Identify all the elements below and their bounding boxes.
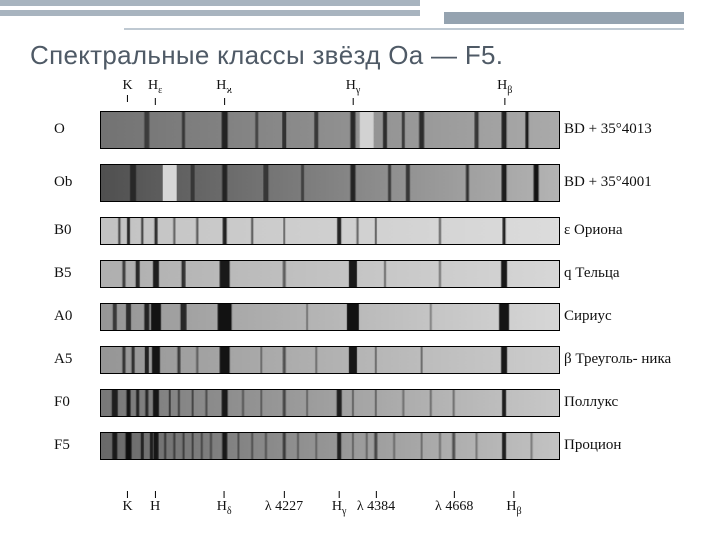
wavelength-tick-mark [224, 491, 225, 498]
star-name-label: q Тельца [564, 266, 676, 282]
wavelength-tick: K [123, 491, 133, 514]
deco-left-bars [0, 0, 420, 36]
spectral-class-label: B5 [54, 266, 106, 282]
spectral-class-label: F0 [54, 395, 106, 411]
slide-header-decoration [0, 0, 720, 36]
spectral-class-label: F5 [54, 438, 106, 454]
wavelength-tick: λ 4227 [265, 491, 303, 514]
wavelength-tick-label: Hδ [217, 500, 232, 517]
wavelength-tick-mark [339, 491, 340, 498]
spectral-class-label: B0 [54, 223, 106, 239]
wavelength-tick: Hδ [217, 491, 232, 517]
wavelength-tick: Hγ [332, 491, 347, 517]
wavelength-tick-mark [127, 491, 128, 498]
wavelength-tick-label: Hβ [506, 500, 521, 517]
wavelength-axis-bottom: K H Hδ λ 4227 Hγ λ 4384 λ 4668 Hβ [100, 491, 560, 519]
spectrum-canvas [101, 218, 559, 244]
wavelength-tick: λ 4384 [357, 491, 395, 514]
spectrum-canvas [101, 390, 559, 416]
spectrum-canvas [101, 347, 559, 373]
wavelength-tick-mark [375, 491, 376, 498]
wavelength-tick: Hβ [506, 491, 521, 517]
star-name-label: ε Ориона [564, 223, 676, 239]
wavelength-tick-mark [155, 491, 156, 498]
deco-right-block [444, 12, 684, 24]
spectrum-band [100, 260, 560, 288]
spectra-column [100, 79, 560, 519]
wavelength-tick-mark [513, 491, 514, 498]
deco-underline [124, 28, 684, 30]
star-name-label: BD + 35°4001 [564, 175, 676, 191]
spectral-classes-figure: KHεHϰHγHβ KHHδλ 4227Hγλ 4384λ 4668Hβ OBD… [40, 79, 680, 519]
spectrum-canvas [101, 261, 559, 287]
wavelength-tick-label: H [150, 500, 160, 514]
spectrum-band [100, 303, 560, 331]
spectrum-band [100, 346, 560, 374]
spectrum-band [100, 389, 560, 417]
spectral-class-label: A5 [54, 352, 106, 368]
star-name-label: Сириус [564, 309, 676, 325]
spectrum-band [100, 432, 560, 460]
wavelength-tick-label: K [123, 500, 133, 514]
wavelength-tick-label: Hγ [332, 500, 347, 517]
star-name-label: Поллукс [564, 395, 676, 411]
spectrum-canvas [101, 433, 559, 459]
spectrum-band [100, 217, 560, 245]
star-name-label: BD + 35°4013 [564, 122, 676, 138]
wavelength-tick-label: λ 4227 [265, 500, 303, 514]
wavelength-tick-mark [283, 491, 284, 498]
star-name-label: Процион [564, 438, 676, 454]
star-name-label: β Треуголь- ника [564, 352, 676, 368]
spectrum-canvas [101, 304, 559, 330]
wavelength-tick-label: λ 4668 [435, 500, 473, 514]
wavelength-tick: H [150, 491, 160, 514]
spectrum-band [100, 111, 560, 149]
wavelength-tick: λ 4668 [435, 491, 473, 514]
spectral-class-label: Ob [54, 175, 106, 191]
spectrum-canvas [101, 112, 559, 148]
slide-title: Спектральные классы звёзд Оа — F5. [30, 40, 720, 71]
spectral-class-label: O [54, 122, 106, 138]
spectrum-band [100, 164, 560, 202]
spectral-class-label: A0 [54, 309, 106, 325]
wavelength-tick-label: λ 4384 [357, 500, 395, 514]
spectrum-canvas [101, 165, 559, 201]
wavelength-tick-mark [454, 491, 455, 498]
